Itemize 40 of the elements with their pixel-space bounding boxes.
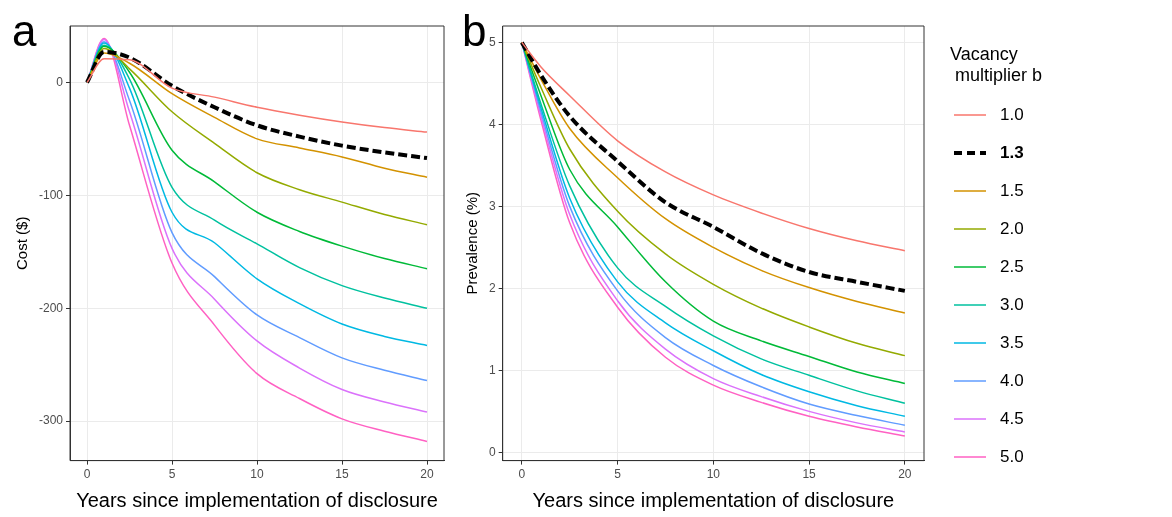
legend-label: 4.5 [1000,409,1024,429]
x-tick-label: 20 [420,467,434,482]
text: a [12,6,37,56]
x-tick-label: 20 [898,467,912,482]
y-tick-label: -200 [38,300,64,315]
y-tick-label: 3 [488,198,496,213]
legend-title: Vacancy multiplier b [950,44,1044,86]
legend-label: 2.5 [1000,257,1024,277]
x-tick-label: 5 [614,467,622,482]
x-tick-label: 0 [83,467,91,482]
y-axis-title: Cost ($) [13,216,31,270]
y-axis-title: Prevalence (%) [463,192,481,295]
y-tick-label: 0 [488,444,496,459]
y-tick-label: -100 [38,187,64,202]
x-tick-label: 10 [250,467,264,482]
line-series [86,57,428,133]
line-series [521,41,906,252]
legend-label: 2.0 [1000,219,1024,239]
x-tick-label: 0 [518,467,526,482]
legend-label: 1.0 [1000,105,1024,125]
x-tick-label: 5 [168,467,176,482]
x-tick-label: 15 [335,467,349,482]
legend-label: 1.5 [1000,181,1024,201]
y-tick-label: 4 [488,116,496,131]
legend-label: 4.0 [1000,371,1024,391]
x-tick-label: 15 [802,467,817,482]
legend-label: 1.3 [1000,143,1024,163]
text: b [462,6,487,56]
legend-label: 3.0 [1000,295,1024,315]
y-tick-label: -300 [38,413,64,428]
y-tick-label: 0 [56,74,64,89]
x-axis-title: Years since implementation of disclosure [532,488,895,511]
legend-label: 5.0 [1000,447,1024,467]
x-tick-label: 10 [706,467,721,482]
y-tick-label: 1 [488,362,496,377]
line-series [85,49,429,161]
x-axis-title: Years since implementation of disclosure [76,488,438,511]
y-tick-label: 5 [488,34,496,49]
legend-label: 3.5 [1000,333,1024,353]
y-tick-label: 2 [488,280,496,295]
